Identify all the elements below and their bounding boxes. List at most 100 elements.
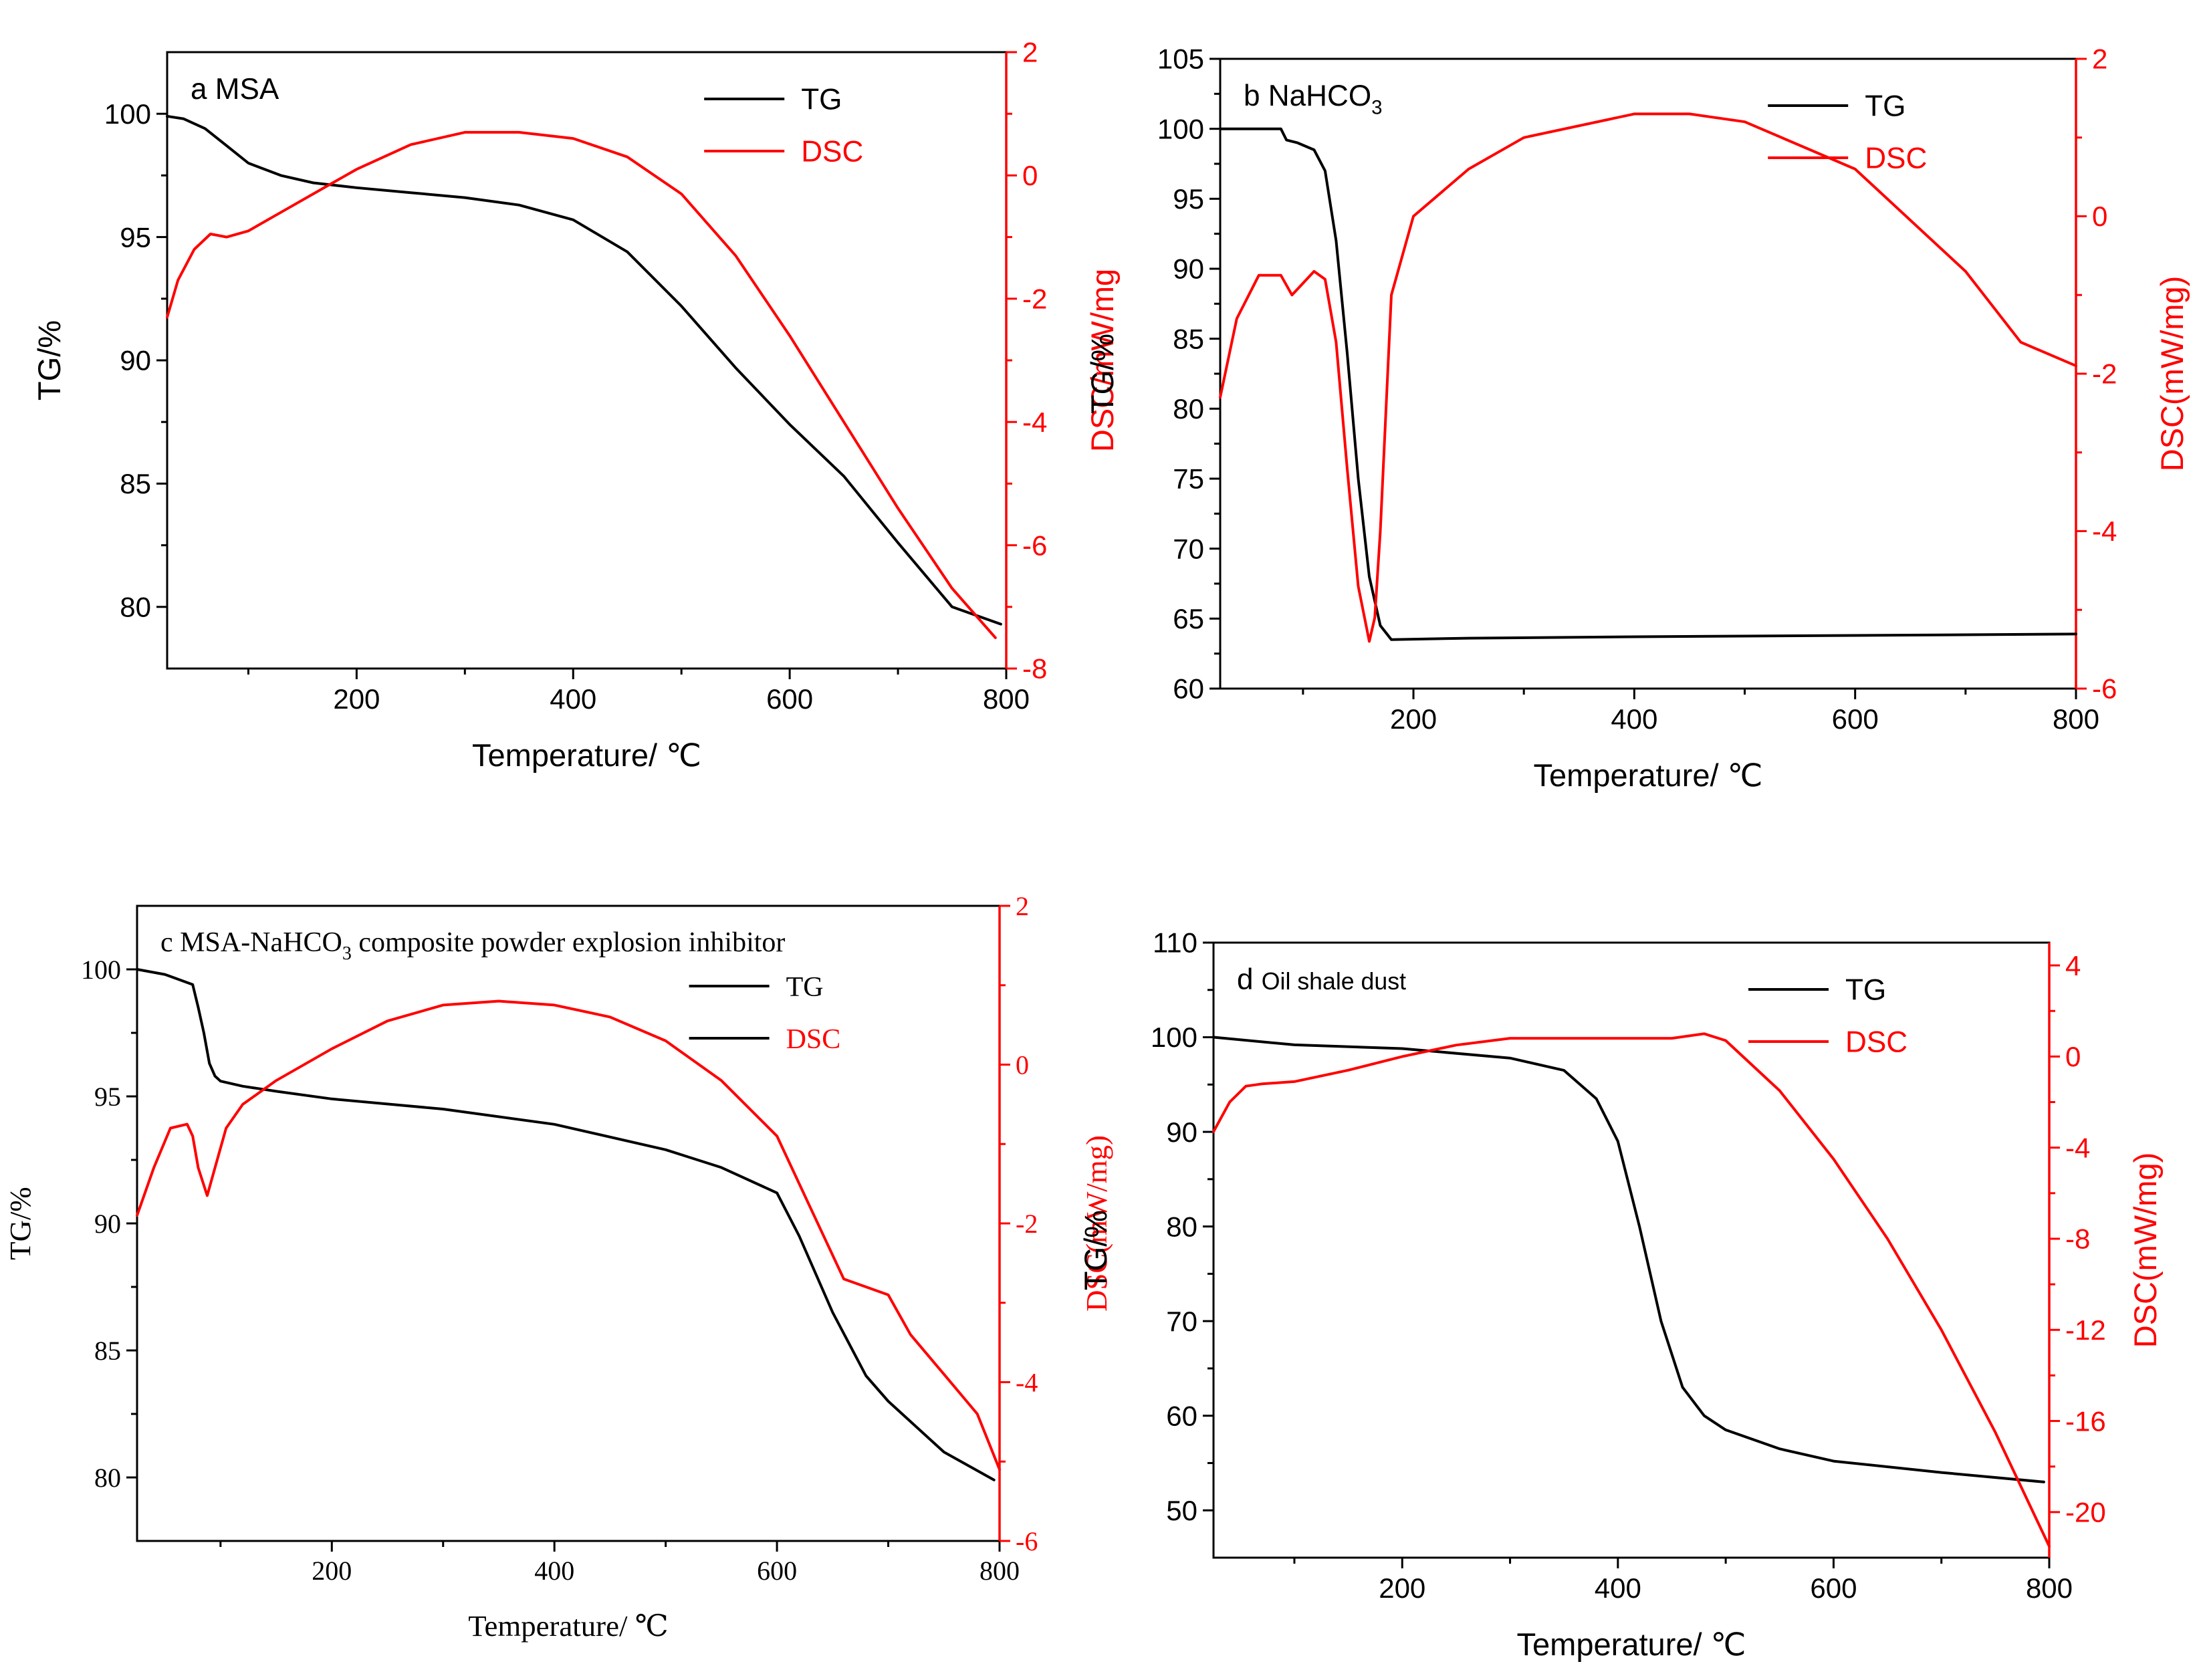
panel-label: a	[191, 73, 215, 106]
series-line-tg	[1219, 127, 2077, 641]
y-right-tick-label: -16	[2065, 1405, 2106, 1437]
y-left-tick-label: 105	[1157, 43, 1204, 75]
x-tick-label: 600	[1810, 1572, 1857, 1604]
y-right-tick-label: -8	[2065, 1223, 2090, 1255]
y-right-tick-label: -20	[2065, 1497, 2106, 1528]
y-left-tick-label: 110	[1153, 927, 1197, 959]
y-left-tick-label: 80	[120, 592, 151, 623]
chart-panel-a: 200 400 600 800 80 85 90 95 100 -8 -6 -4 -2 0 2 Tempera…	[31, 37, 1120, 773]
y-left-tick-label: 80	[94, 1463, 121, 1493]
y-left-tick-label: 75	[1173, 463, 1204, 495]
panel-label: b	[1244, 80, 1268, 112]
x-axis-title: Temperature/ ℃	[472, 737, 701, 773]
y-right-axis-title: DSC(mW/mg)	[2154, 276, 2190, 472]
legend-label-tg: TG	[786, 972, 824, 1003]
y-right-tick-label: -4	[2092, 515, 2117, 547]
y-right-tick-label: 0	[1022, 160, 1038, 191]
y-left-tick-label: 60	[1166, 1400, 1197, 1431]
legend-label-dsc: DSC	[801, 136, 863, 168]
panel-label: c	[160, 927, 180, 958]
y-left-tick-label: 50	[1166, 1495, 1197, 1526]
x-tick-label: 200	[1390, 703, 1437, 735]
y-left-tick-label: 95	[1173, 183, 1204, 215]
panel-name-subscript: 3	[342, 943, 352, 964]
series-line-tg	[166, 114, 1002, 626]
x-tick-label: 800	[2053, 703, 2099, 735]
y-left-tick-label: 70	[1173, 533, 1204, 564]
series-line-tg	[136, 968, 996, 1481]
panel-title: c MSA-NaHCO3 composite powder explosion …	[160, 927, 785, 964]
y-right-tick-label: -4	[2065, 1132, 2090, 1163]
chart-panel-c: 200 400 600 800 80 85 90 95 100 -6 -4 -2 0 2 Temperatu…	[3, 891, 1113, 1643]
y-left-tick-label: 85	[120, 468, 151, 499]
panel-name: Oil shale dust	[1262, 968, 1406, 995]
plot-frame	[136, 905, 1001, 1542]
y-right-tick-label: -2	[1016, 1209, 1038, 1239]
y-right-tick-label: -2	[1022, 283, 1047, 315]
y-left-tick-label: 100	[104, 98, 151, 130]
y-left-tick-label: 95	[94, 1082, 121, 1112]
x-tick-label: 800	[983, 683, 1030, 715]
panel-label: d	[1237, 963, 1262, 996]
x-tick-label: 400	[534, 1556, 574, 1586]
y-right-tick-label: 0	[2065, 1041, 2081, 1072]
y-right-tick-label: -12	[2065, 1314, 2106, 1346]
y-right-tick-label: -4	[1022, 406, 1047, 438]
y-right-tick-label: 0	[1016, 1050, 1029, 1080]
x-tick-label: 600	[1832, 703, 1879, 735]
y-right-tick-label: 2	[1016, 891, 1029, 921]
chart-panel-b: 200 400 600 800 60 65 70 75 80 85 90 95 100 105 -6 -4 -2…	[1084, 43, 2190, 793]
x-tick-label: 200	[312, 1556, 352, 1586]
y-left-axis-title: TG/%	[31, 320, 67, 400]
y-left-tick-label: 90	[94, 1209, 121, 1239]
panel-title: d Oil shale dust	[1237, 963, 1406, 996]
x-tick-label: 400	[550, 683, 596, 715]
series-line-dsc	[136, 999, 1001, 1471]
x-tick-label: 200	[1379, 1572, 1425, 1604]
y-right-axis-title: DSC/mW/mg	[1084, 269, 1120, 452]
plot-frame	[166, 51, 1008, 670]
y-right-axis-title: DSC(mW/mg)	[2127, 1153, 2163, 1348]
y-left-tick-label: 85	[1173, 323, 1204, 354]
legend-label-dsc: DSC	[1845, 1026, 1908, 1059]
y-right-tick-label: -6	[2092, 673, 2117, 705]
y-left-tick-label: 60	[1173, 673, 1204, 705]
x-axis-title: Temperature/ ℃	[468, 1609, 668, 1643]
y-right-tick-label: 2	[2092, 43, 2107, 75]
y-right-tick-label: 2	[1022, 37, 1038, 68]
legend-label-dsc: DSC	[786, 1024, 841, 1055]
x-tick-label: 800	[979, 1556, 1020, 1586]
y-right-tick-label: -8	[1022, 653, 1047, 685]
panel-title: b NaHCO3	[1244, 80, 1383, 119]
y-left-tick-label: 95	[120, 221, 151, 253]
series-line-dsc	[1212, 1032, 2051, 1548]
y-left-tick-label: 70	[1166, 1306, 1197, 1337]
panel-name: NaHCO	[1268, 80, 1371, 112]
y-right-tick-label: -6	[1022, 529, 1047, 561]
series-line-dsc	[1219, 112, 2077, 643]
y-left-tick-label: 90	[1173, 253, 1204, 285]
y-left-tick-label: 100	[1157, 113, 1204, 144]
x-axis-title: Temperature/ ℃	[1517, 1627, 1746, 1662]
y-right-axis-title: DSC(mW/mg)	[1080, 1135, 1113, 1312]
y-left-tick-label: 80	[1173, 393, 1204, 425]
legend-label-tg: TG	[801, 84, 842, 116]
y-left-tick-label: 65	[1173, 603, 1204, 634]
y-left-tick-label: 100	[81, 955, 121, 985]
x-tick-label: 800	[2026, 1572, 2073, 1604]
y-left-tick-label: 100	[1151, 1022, 1197, 1053]
y-left-tick-label: 80	[1166, 1211, 1197, 1242]
series-line-dsc	[166, 130, 997, 639]
x-tick-label: 200	[333, 683, 380, 715]
y-left-tick-label: 85	[94, 1336, 121, 1366]
panel-name: MSA	[215, 73, 279, 106]
panel-name: MSA-NaHCO	[180, 927, 342, 958]
y-right-tick-label: 0	[2092, 201, 2107, 232]
y-left-tick-label: 90	[1166, 1116, 1197, 1148]
chart-panel-d: 200 400 600 800 50 60 70 80 90 100 110 -20 -16 -12 -8 -…	[1078, 927, 2163, 1662]
x-tick-label: 400	[1595, 1572, 1641, 1604]
panel-title: a MSA	[191, 73, 279, 106]
series-line-tg	[1212, 1036, 2045, 1483]
plot-frame	[1212, 941, 2051, 1559]
